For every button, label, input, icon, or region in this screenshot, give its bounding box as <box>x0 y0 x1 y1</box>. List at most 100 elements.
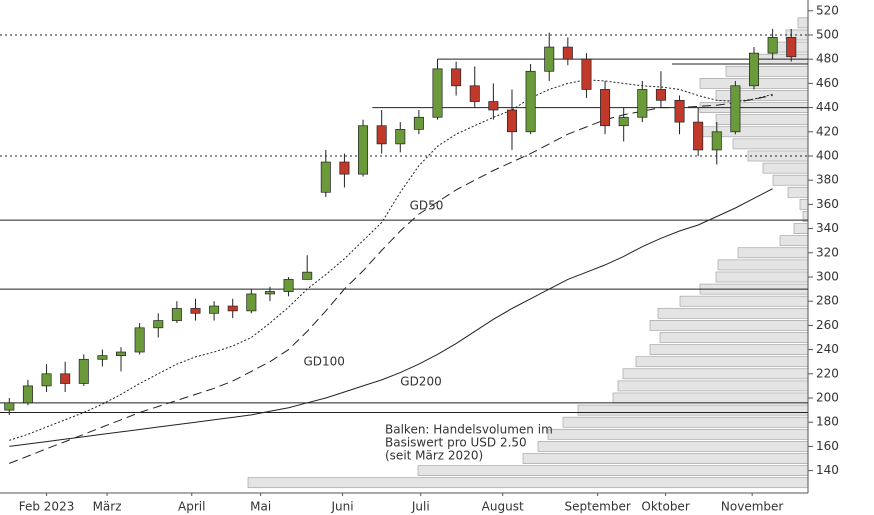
candle-body <box>525 70 536 133</box>
x-tick-label: Mai <box>250 500 271 514</box>
volume-bar <box>772 174 809 186</box>
y-tick-label: 280 <box>816 294 839 308</box>
volume-bar <box>732 138 809 150</box>
candle-body <box>190 308 201 314</box>
annotation: (seit März 2020) <box>385 449 483 463</box>
candle-body <box>283 279 294 292</box>
candle-body <box>41 373 52 387</box>
x-tick-label: Juli <box>411 500 430 514</box>
candle-body <box>227 305 238 312</box>
candle-body <box>600 89 611 127</box>
y-tick-label: 220 <box>816 366 839 380</box>
candle-body <box>488 101 499 111</box>
volume-bar <box>622 368 809 380</box>
volume-bar <box>577 404 809 416</box>
volume-bar <box>799 199 809 210</box>
volume-bar <box>649 320 809 331</box>
volume-bar <box>715 114 809 126</box>
y-tick-label: 480 <box>816 52 839 66</box>
candle-body <box>78 358 89 384</box>
moving-average <box>9 95 773 464</box>
candle-body <box>655 89 666 101</box>
y-tick-label: 440 <box>816 100 839 114</box>
volume-bar <box>779 235 809 247</box>
volume-bar <box>793 223 809 234</box>
volume-bar <box>612 392 809 404</box>
candle-body <box>264 291 275 295</box>
x-tick-label: April <box>178 500 205 514</box>
candle-body <box>339 161 350 175</box>
y-tick-label: 320 <box>816 245 839 259</box>
volume-bar <box>649 344 809 355</box>
y-tick-label: 520 <box>816 3 839 17</box>
x-tick-label: Oktober <box>641 500 689 514</box>
volume-bar <box>717 259 809 271</box>
candle-body <box>786 37 797 58</box>
candle-body <box>358 125 369 175</box>
candle-body <box>395 129 406 145</box>
candle-body <box>506 109 517 133</box>
moving-average <box>9 79 773 441</box>
x-tick-label: November <box>721 500 783 514</box>
volume-bar <box>725 65 809 77</box>
y-tick-label: 360 <box>816 197 839 211</box>
candle-body <box>116 351 127 357</box>
volume-bar <box>562 416 809 428</box>
volume-bar <box>635 356 809 368</box>
volume-bar <box>547 428 809 440</box>
candle-body <box>637 89 648 118</box>
volume-bar <box>417 465 809 476</box>
y-tick-label: 160 <box>816 439 839 453</box>
candle-body <box>749 52 760 87</box>
candle-body <box>376 125 387 145</box>
candle-body <box>302 271 313 280</box>
volume-bar <box>659 332 809 343</box>
volume-bar <box>737 247 809 259</box>
line-label: GD50 <box>410 199 444 213</box>
volume-bar <box>617 380 809 392</box>
volume-bar <box>522 453 809 464</box>
x-tick-label: Juni <box>331 500 354 514</box>
annotation: Basiswert pro USD 2.50 <box>385 436 527 450</box>
candle-body <box>171 308 182 321</box>
volume-bar <box>787 186 809 198</box>
candle-body <box>432 68 443 118</box>
moving-average <box>9 188 773 447</box>
candle-body <box>60 373 71 384</box>
candle-body <box>544 46 555 72</box>
x-tick-label: März <box>93 500 122 514</box>
y-tick-label: 200 <box>816 391 839 405</box>
volume-bar <box>247 477 809 489</box>
y-tick-label: 340 <box>816 221 839 235</box>
candle-body <box>134 327 145 353</box>
candle-body <box>153 320 164 329</box>
y-tick-label: 180 <box>816 415 839 429</box>
y-tick-label: 420 <box>816 124 839 138</box>
volume-bar <box>657 307 809 319</box>
candle-body <box>562 46 573 60</box>
volume-bar <box>762 162 809 174</box>
line-label: GD200 <box>400 375 441 389</box>
annotation: Balken: Handelsvolumen im <box>385 423 553 437</box>
candle-body <box>674 99 685 123</box>
candle-body <box>711 131 722 151</box>
x-tick-label: Feb 2023 <box>19 500 75 514</box>
candle-body <box>413 116 424 130</box>
volume-bar <box>537 441 809 452</box>
candle-body <box>469 85 480 102</box>
candle-body <box>767 37 778 54</box>
candle-body <box>730 85 741 133</box>
y-tick-label: 300 <box>816 269 839 283</box>
candle-body <box>320 161 331 193</box>
volume-bar <box>679 295 809 307</box>
candle-body <box>246 293 257 312</box>
x-tick-label: September <box>564 500 630 514</box>
candle-body <box>581 58 592 90</box>
candle-body <box>97 355 108 360</box>
y-tick-label: 460 <box>816 76 839 90</box>
candle-body <box>4 402 15 411</box>
y-tick-label: 400 <box>816 148 839 162</box>
candle-body <box>22 385 33 404</box>
y-tick-label: 380 <box>816 173 839 187</box>
